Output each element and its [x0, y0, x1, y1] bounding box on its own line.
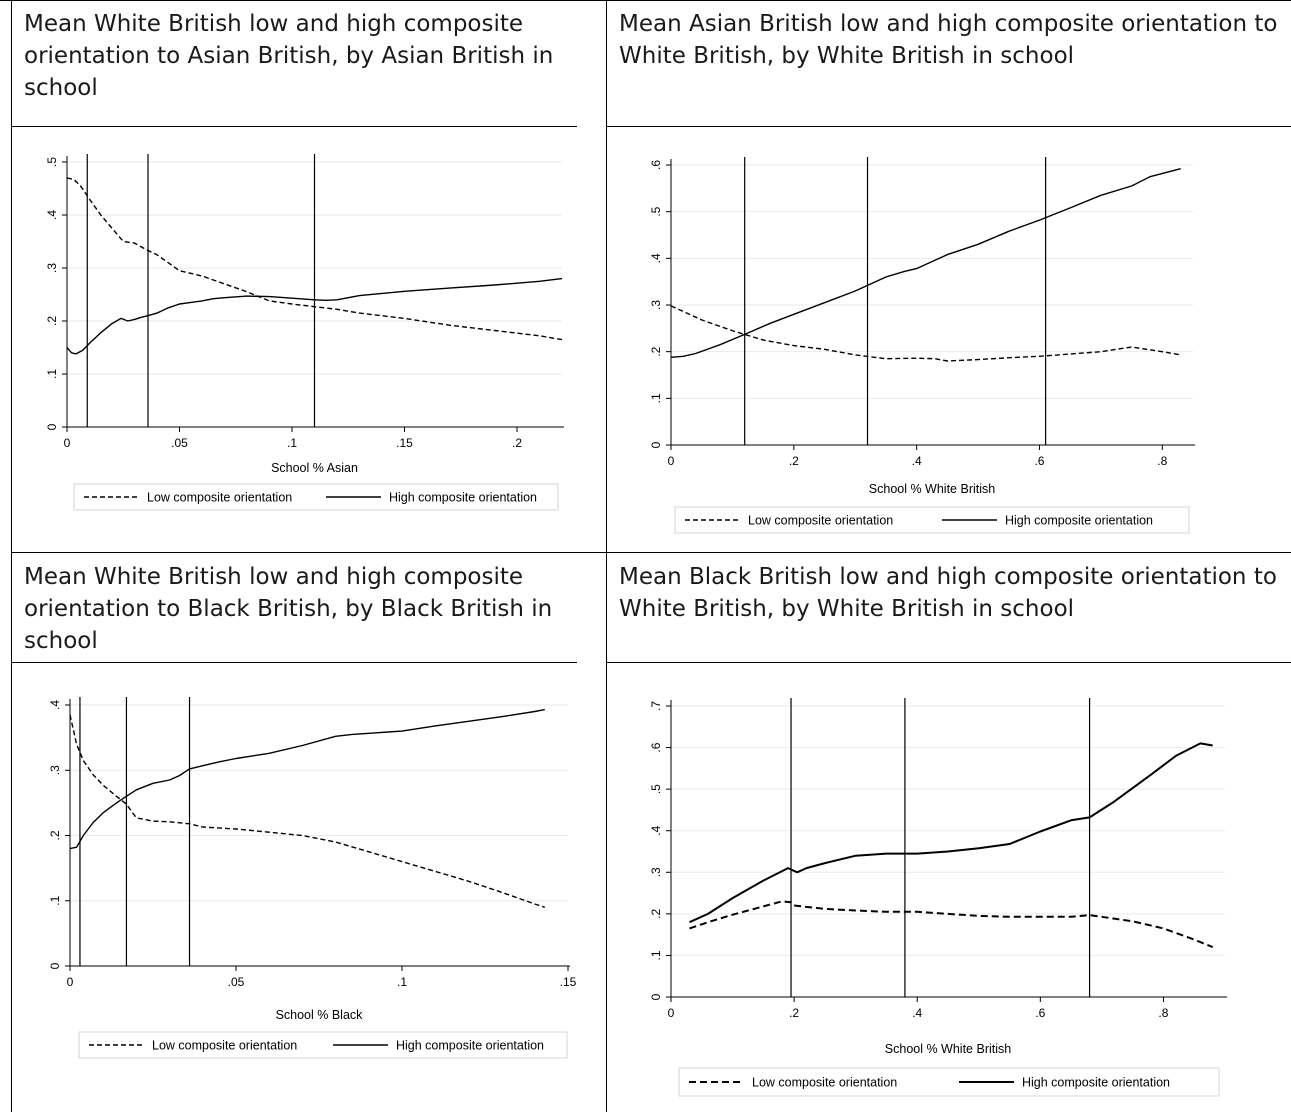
y-tick-label: .1	[649, 393, 663, 403]
low-orientation-line	[689, 900, 1214, 949]
chart-panel-4: 0 .1 .2 .3 .4 .5 .6 .7 0 .2 .4 .6 .8 School % White B…	[607, 663, 1291, 1112]
y-tick-label: .2	[649, 909, 663, 919]
y-tick-label: .4	[45, 210, 59, 220]
table-border-mid	[606, 0, 607, 1112]
high-orientation-line	[66, 277, 563, 355]
y-tick-label: 0	[649, 993, 663, 1000]
chart-panel-2: 0 .1 .2 .3 .4 .5 .6 0 .2 .4 .6 .8 School % White Bri…	[607, 127, 1291, 552]
y-tick-label: .2	[48, 830, 62, 840]
y-tick-label: .6	[649, 742, 663, 752]
legend-label: High composite orientation	[389, 491, 537, 505]
y-tick-label: .5	[649, 206, 663, 216]
x-tick-label: .15	[396, 436, 413, 450]
legend-box	[78, 1031, 568, 1059]
x-axis-title: School % White British	[869, 482, 995, 496]
x-tick-label: .2	[789, 1006, 799, 1020]
high-orientation-line	[69, 708, 545, 850]
legend-label: High composite orientation	[1022, 1076, 1170, 1090]
y-tick-label: 0	[48, 962, 62, 969]
y-tick-label: .6	[649, 160, 663, 170]
table-row-line-3b	[606, 662, 1291, 663]
y-tick-label: .5	[45, 157, 59, 167]
table-row-line-3	[11, 662, 577, 663]
x-tick-label: 0	[668, 454, 675, 468]
y-tick-label: 0	[45, 423, 59, 430]
table-row-line-2	[11, 552, 1291, 553]
x-tick-label: .2	[789, 454, 799, 468]
y-tick-label: .2	[649, 346, 663, 356]
chart-svg-4: 0 .1 .2 .3 .4 .5 .6 .7 0 .2 .4 .6 .8 School % White B…	[649, 698, 1227, 1097]
chart-svg-2: 0 .1 .2 .3 .4 .5 .6 0 .2 .4 .6 .8 School % White Bri…	[649, 157, 1195, 534]
y-tick-label: .7	[649, 701, 663, 711]
y-tick-label: .3	[649, 867, 663, 877]
y-tick-label: .1	[45, 369, 59, 379]
x-tick-label: .6	[1034, 454, 1044, 468]
chart-svg-3: 0 .1 .2 .3 .4 0 .05 .1 .15 School % Black Low comp…	[48, 697, 577, 1059]
x-tick-label: .4	[912, 1006, 922, 1020]
y-tick-label: .3	[45, 263, 59, 273]
y-tick-label: .3	[649, 300, 663, 310]
legend-label: High composite orientation	[1005, 514, 1153, 528]
legend-box	[73, 483, 559, 511]
x-tick-label: 0	[64, 436, 71, 450]
chart-title-1: Mean White British low and high composit…	[24, 11, 554, 101]
x-axis-title: School % White British	[885, 1042, 1011, 1056]
legend-label: High composite orientation	[396, 1039, 544, 1053]
y-tick-label: .1	[48, 895, 62, 905]
x-tick-label: .2	[512, 436, 522, 450]
legend-box	[678, 1067, 1220, 1097]
y-tick-label: .2	[45, 316, 59, 326]
x-tick-label: .15	[560, 975, 577, 989]
high-orientation-line	[670, 168, 1181, 358]
high-orientation-line	[689, 742, 1213, 924]
chart-panel-1: 0 .1 .2 .3 .4 .5 0 .05 .1 .15 .2 School % Asian Low …	[12, 127, 606, 552]
legend-label: Low composite orientation	[152, 1039, 297, 1053]
x-axis-title: School % Black	[276, 1008, 364, 1022]
x-tick-label: .1	[397, 975, 407, 989]
y-tick-label: .3	[48, 765, 62, 775]
y-tick-label: .1	[649, 950, 663, 960]
x-tick-label: .8	[1158, 1006, 1168, 1020]
x-tick-label: .05	[171, 436, 188, 450]
chart-panel-3: 0 .1 .2 .3 .4 0 .05 .1 .15 School % Black Low comp…	[12, 663, 606, 1112]
table-row-line-1b	[606, 126, 1291, 127]
low-orientation-line	[670, 305, 1181, 362]
legend-label: Low composite orientation	[752, 1076, 897, 1090]
x-axis-title: School % Asian	[271, 461, 358, 475]
table-border-left	[11, 0, 12, 1112]
legend-label: Low composite orientation	[147, 491, 292, 505]
legend-box	[674, 506, 1190, 534]
low-orientation-line	[66, 177, 563, 341]
chart-title-4: Mean Black British low and high composit…	[619, 564, 1277, 622]
low-orientation-line	[69, 714, 546, 908]
y-tick-label: .4	[48, 700, 62, 710]
x-tick-label: .8	[1157, 454, 1167, 468]
x-tick-label: 0	[67, 975, 74, 989]
table-border-top	[0, 0, 1291, 1]
chart-title-3: Mean White British low and high composit…	[24, 564, 553, 654]
y-tick-label: 0	[649, 441, 663, 448]
x-tick-label: .05	[228, 975, 245, 989]
x-tick-label: .6	[1035, 1006, 1045, 1020]
y-tick-label: .5	[649, 784, 663, 794]
x-tick-label: .4	[912, 454, 922, 468]
x-tick-label: 0	[668, 1006, 675, 1020]
x-tick-label: .1	[287, 436, 297, 450]
y-tick-label: .4	[649, 825, 663, 835]
chart-svg-1: 0 .1 .2 .3 .4 .5 0 .05 .1 .15 .2 School % Asian Low …	[45, 154, 564, 511]
legend-label: Low composite orientation	[748, 514, 893, 528]
chart-title-2: Mean Asian British low and high composit…	[619, 11, 1278, 69]
y-tick-label: .4	[649, 253, 663, 263]
table-row-line-1	[11, 126, 577, 127]
